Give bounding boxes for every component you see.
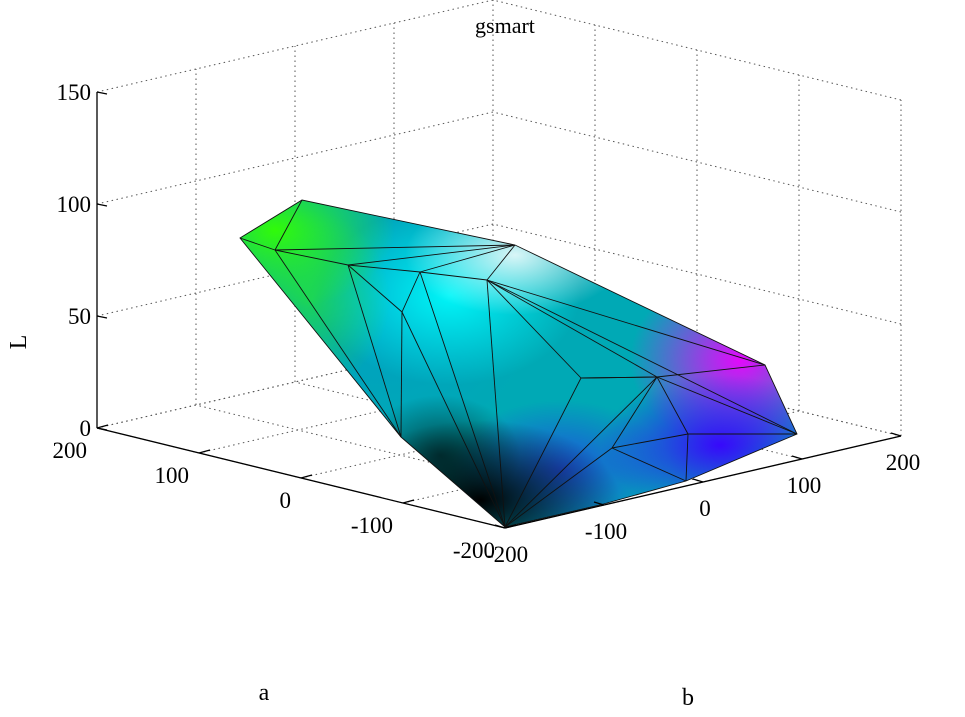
y-tick-mark [593, 501, 605, 506]
surface-edge [486, 279, 658, 378]
x-tick-label: 100 [155, 463, 190, 488]
x-tick-label: 0 [280, 488, 292, 513]
surface-edge [504, 447, 613, 528]
y-tick-mark [494, 524, 506, 529]
right-wall-grid-L [492, 0, 902, 101]
surface-edge [486, 279, 506, 528]
x-tick-mark [504, 524, 517, 529]
x-tick-label: -200 [453, 538, 495, 563]
x-tick-label: 200 [53, 438, 88, 463]
z-tick-label: 150 [57, 80, 92, 105]
z-tick-mark [96, 315, 108, 319]
z-tick-mark [96, 427, 108, 431]
surface-edge [486, 244, 516, 281]
surface-edge [504, 377, 582, 528]
surface-edge [486, 279, 766, 366]
surface-edge [419, 244, 516, 273]
y-tick-mark [890, 432, 902, 437]
surface-edge [611, 433, 689, 449]
surface-edge [401, 271, 421, 313]
surface-edge [274, 249, 349, 266]
surface-edge [274, 249, 402, 438]
x-tick-mark [402, 499, 415, 504]
y-tick-label: 200 [886, 450, 921, 475]
surface-edge [580, 376, 658, 379]
surface-edge [656, 376, 798, 435]
z-axis-label: L [6, 335, 32, 350]
y-tick-label: -200 [486, 542, 528, 567]
surface-edge [239, 237, 276, 251]
tick-labels: 0 50 100 150 200 100 0 -100 -200-200 -100 0 100 200 [53, 80, 921, 567]
surface-edge [504, 376, 658, 528]
z-tick-label: 0 [80, 416, 92, 441]
surface-edge [401, 311, 506, 528]
right-wall-grid-L [492, 111, 902, 213]
z-tick-label: 100 [57, 192, 92, 217]
z-tick-mark [96, 91, 108, 95]
surface-edge [611, 376, 658, 449]
surface-edge [656, 376, 689, 435]
surface-edge [685, 433, 689, 482]
y-tick-mark [791, 455, 803, 460]
x-tick-mark [96, 424, 109, 429]
surface-edge [274, 199, 303, 251]
z-tick-label: 50 [68, 304, 91, 329]
y-tick-label: 100 [787, 473, 822, 498]
y-tick-label: -100 [585, 519, 627, 544]
chart-title: gsmart [475, 13, 535, 38]
surface-outline [239, 199, 798, 528]
right-wall-grid-L [492, 223, 902, 325]
surface-shade-dark-2 [360, 395, 520, 515]
surface-edge [400, 311, 403, 438]
x-tick-mark [300, 474, 313, 479]
surface-edge [419, 271, 506, 528]
surface-edge [486, 279, 798, 435]
z-tick-mark [96, 203, 108, 207]
surface-shade-white [405, 200, 625, 315]
surface-edge [347, 264, 403, 313]
x-axis-label: a [259, 680, 270, 706]
surface-edge [274, 244, 516, 251]
x-tick-mark [198, 449, 211, 454]
surface-edge [656, 364, 766, 378]
y-tick-mark [692, 478, 704, 483]
surface-edge [611, 447, 687, 482]
surface-edge [419, 271, 488, 281]
surface-edge [347, 264, 402, 438]
x-tick-label: -100 [351, 513, 393, 538]
surface-edge [347, 264, 421, 273]
gamut-surface [239, 199, 798, 528]
y-axis-label: b [682, 685, 694, 711]
y-tick-label: 0 [699, 496, 711, 521]
surface-edge [347, 244, 516, 266]
surface-shade-green-2 [240, 210, 390, 390]
surface-edge [486, 279, 582, 379]
